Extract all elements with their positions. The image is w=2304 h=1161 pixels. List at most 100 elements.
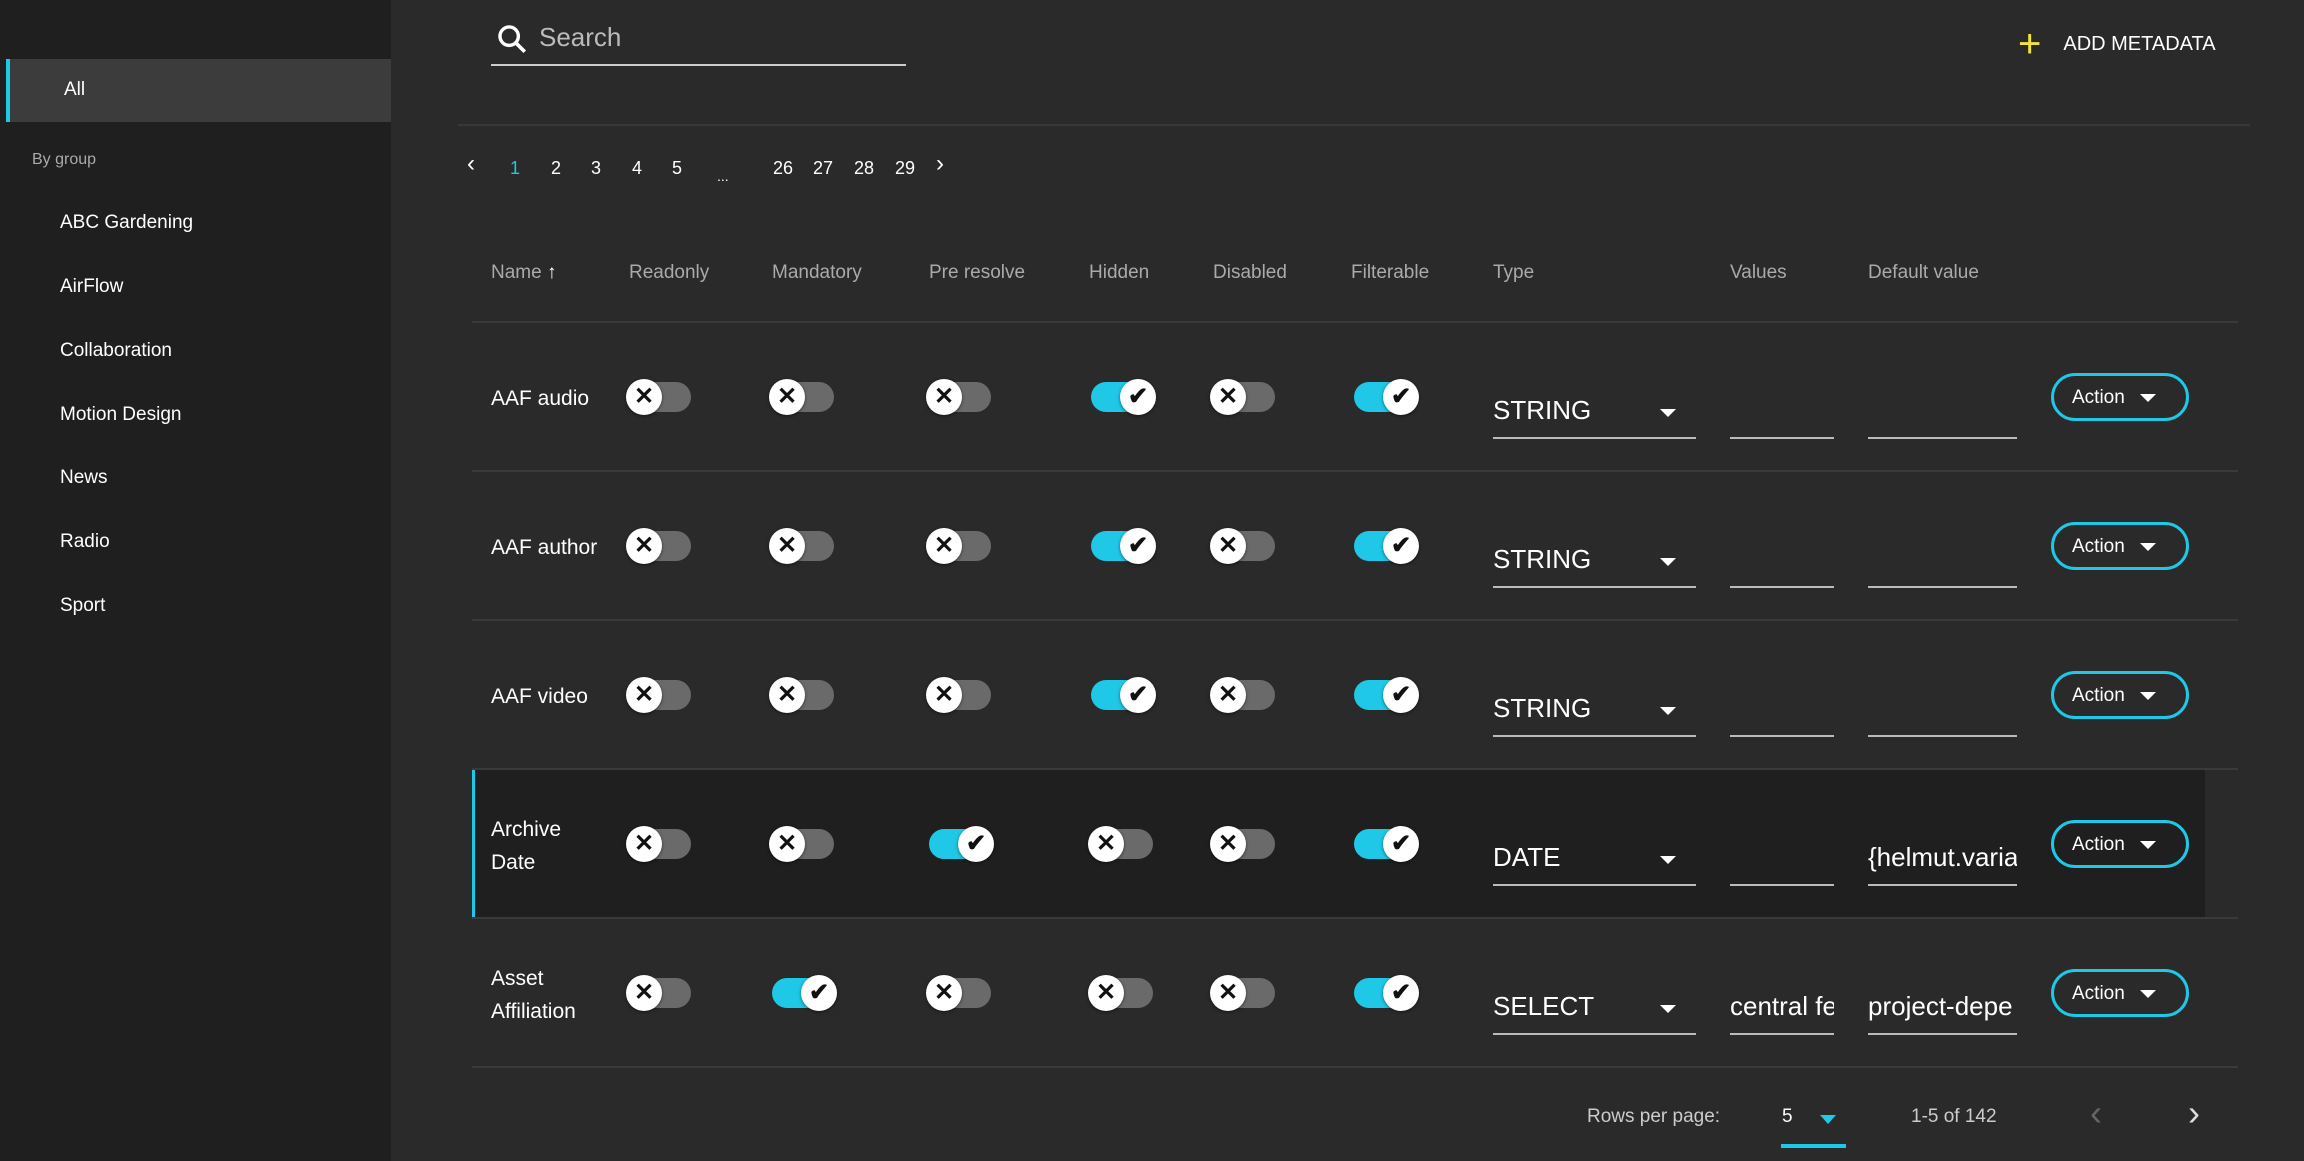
type-select[interactable]: STRING	[1493, 395, 1696, 439]
type-select[interactable]: DATE	[1493, 842, 1696, 886]
action-button[interactable]: Action	[2051, 671, 2189, 719]
mandatory-toggle[interactable]: ✕	[769, 677, 834, 713]
type-select[interactable]: STRING	[1493, 693, 1696, 737]
sidebar-item-airflow[interactable]: AirFlow	[60, 276, 124, 297]
sidebar-item-collaboration[interactable]: Collaboration	[60, 340, 172, 361]
page-28[interactable]: 28	[854, 158, 875, 178]
filterable-toggle[interactable]: ✔	[1354, 528, 1419, 564]
row-divider	[472, 1066, 2238, 1068]
column-header-hidden[interactable]: Hidden	[1089, 262, 1149, 284]
disabled-toggle[interactable]: ✕	[1210, 975, 1275, 1011]
sidebar-item-all[interactable]: All	[6, 59, 391, 122]
readonly-toggle[interactable]: ✕	[626, 528, 691, 564]
rows-per-page-select[interactable]: 5	[1781, 1100, 1846, 1148]
column-header-label: Hidden	[1089, 262, 1150, 283]
pagination-ellipsis: ...	[717, 168, 729, 184]
arrow-up-icon: ↑	[541, 262, 557, 283]
column-header-values[interactable]: Values	[1730, 262, 1787, 284]
mandatory-toggle[interactable]: ✕	[769, 826, 834, 862]
type-select[interactable]: SELECT	[1493, 991, 1696, 1035]
hidden-toggle[interactable]: ✕	[1088, 975, 1153, 1011]
column-header-filterable[interactable]: Filterable	[1351, 262, 1429, 284]
sidebar-item-sport[interactable]: Sport	[60, 595, 106, 616]
column-header-mandatory[interactable]: Mandatory	[772, 262, 862, 284]
table-row[interactable]: Archive Date ✕ ✕ ✔ ✕ ✕ ✔ DATE {helmut.varia Actio…	[472, 770, 2205, 917]
column-header-name[interactable]: Name ↑	[491, 262, 556, 284]
action-button[interactable]: Action	[2051, 373, 2189, 421]
default-value-input[interactable]	[1868, 693, 2017, 737]
filterable-toggle[interactable]: ✔	[1354, 677, 1419, 713]
sidebar-item-abc-gardening[interactable]: ABC Gardening	[60, 212, 194, 233]
type-select[interactable]: STRING	[1493, 544, 1696, 588]
values-input[interactable]	[1730, 842, 1834, 886]
pagination-next[interactable]: ›	[936, 150, 944, 177]
hidden-toggle[interactable]: ✔	[1091, 379, 1156, 415]
page-4[interactable]: 4	[632, 158, 643, 178]
page-27[interactable]: 27	[813, 158, 834, 178]
pagination-prev[interactable]: ‹	[467, 150, 475, 177]
row-divider	[472, 470, 2238, 472]
mandatory-toggle[interactable]: ✕	[769, 528, 834, 564]
column-header-type[interactable]: Type	[1493, 262, 1534, 284]
filterable-toggle[interactable]: ✔	[1354, 379, 1419, 415]
disabled-toggle[interactable]: ✕	[1210, 677, 1275, 713]
page-5[interactable]: 5	[672, 158, 683, 178]
page-3[interactable]: 3	[591, 158, 602, 178]
readonly-toggle[interactable]: ✕	[626, 975, 691, 1011]
table-row[interactable]: Asset Affiliation ✕ ✔ ✕ ✕ ✕ ✔ SELECT central fe p…	[472, 919, 2238, 1066]
readonly-toggle[interactable]: ✕	[626, 677, 691, 713]
sidebar-item-news[interactable]: News	[60, 467, 108, 488]
page-2[interactable]: 2	[551, 158, 562, 178]
table-row[interactable]: AAF author ✕ ✕ ✕ ✔ ✕ ✔ STRING Action	[472, 472, 2238, 619]
pre-resolve-toggle[interactable]: ✔	[929, 826, 994, 862]
page-1[interactable]: 1	[510, 158, 521, 178]
filterable-toggle[interactable]: ✔	[1354, 975, 1419, 1011]
mandatory-toggle[interactable]: ✔	[772, 975, 837, 1011]
column-header-pre-resolve[interactable]: Pre resolve	[929, 262, 1025, 284]
row-divider	[472, 768, 2238, 770]
disabled-toggle[interactable]: ✕	[1210, 826, 1275, 862]
pre-resolve-toggle[interactable]: ✕	[926, 677, 991, 713]
column-header-default-value[interactable]: Default value	[1868, 262, 1979, 284]
default-value-input[interactable]: {helmut.varia	[1868, 842, 2017, 886]
sidebar-item-motion-design[interactable]: Motion Design	[60, 404, 182, 425]
page-29[interactable]: 29	[895, 158, 916, 178]
hidden-toggle[interactable]: ✔	[1091, 677, 1156, 713]
next-page-button[interactable]: ›	[2188, 1092, 2200, 1133]
action-button[interactable]: Action	[2051, 522, 2189, 570]
readonly-toggle[interactable]: ✕	[626, 826, 691, 862]
values-input[interactable]	[1730, 395, 1834, 439]
hidden-toggle[interactable]: ✕	[1088, 826, 1153, 862]
values-input[interactable]: central fe	[1730, 991, 1834, 1035]
chevron-down-icon	[1820, 1115, 1836, 1124]
table-row[interactable]: AAF audio ✕ ✕ ✕ ✔ ✕ ✔ STRING Action	[472, 323, 2238, 470]
sidebar-item-radio[interactable]: Radio	[60, 531, 110, 552]
values-input[interactable]	[1730, 693, 1834, 737]
add-metadata-button[interactable]: + ADD METADATA	[2018, 24, 2216, 64]
prev-page-button[interactable]: ‹	[2090, 1092, 2102, 1133]
disabled-toggle[interactable]: ✕	[1210, 379, 1275, 415]
table-row[interactable]: AAF video ✕ ✕ ✕ ✔ ✕ ✔ STRING Action	[472, 621, 2238, 768]
hidden-toggle[interactable]: ✔	[1091, 528, 1156, 564]
default-value-input[interactable]: project-depe	[1868, 991, 2017, 1035]
action-label: Action	[2072, 685, 2125, 706]
action-button[interactable]: Action	[2051, 820, 2189, 868]
pre-resolve-toggle[interactable]: ✕	[926, 379, 991, 415]
mandatory-toggle[interactable]: ✕	[769, 379, 834, 415]
disabled-toggle[interactable]: ✕	[1210, 528, 1275, 564]
action-button[interactable]: Action	[2051, 969, 2189, 1017]
close-icon: ✕	[626, 379, 662, 415]
values-input[interactable]	[1730, 544, 1834, 588]
page-range: 1-5 of 142	[1911, 1106, 1997, 1127]
pre-resolve-toggle[interactable]: ✕	[926, 528, 991, 564]
column-header-disabled[interactable]: Disabled	[1213, 262, 1287, 284]
column-header-readonly[interactable]: Readonly	[629, 262, 709, 284]
filterable-toggle[interactable]: ✔	[1354, 826, 1419, 862]
pre-resolve-toggle[interactable]: ✕	[926, 975, 991, 1011]
close-icon: ✕	[926, 379, 962, 415]
readonly-toggle[interactable]: ✕	[626, 379, 691, 415]
page-26[interactable]: 26	[773, 158, 794, 178]
default-value-input[interactable]	[1868, 544, 2017, 588]
search-input[interactable]: Search	[491, 16, 906, 66]
default-value-input[interactable]	[1868, 395, 2017, 439]
